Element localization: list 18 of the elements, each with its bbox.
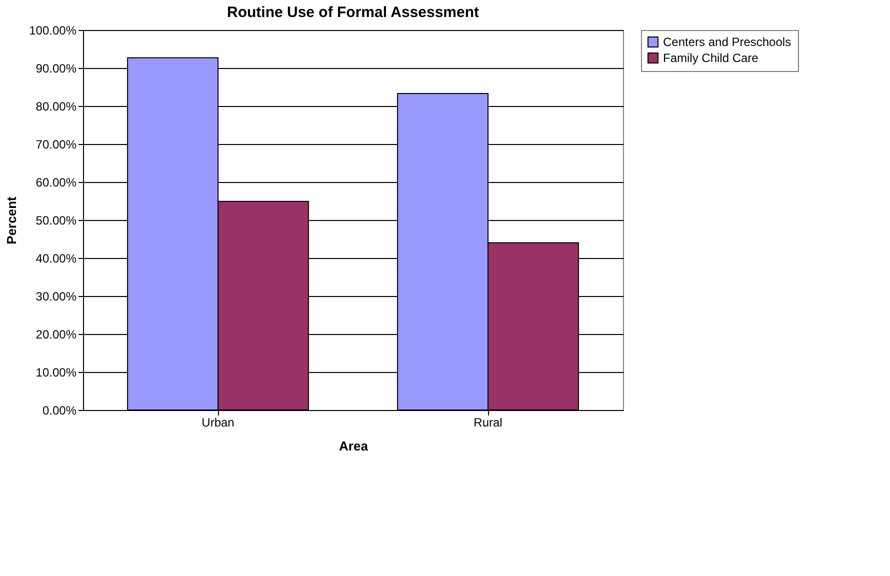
y-tick-label: 90.00% xyxy=(36,62,77,76)
legend-label: Centers and Preschools xyxy=(663,35,792,49)
x-tick-label: Rural xyxy=(474,416,502,430)
y-axis-title: Percent xyxy=(4,196,20,244)
y-tick-label: 60.00% xyxy=(36,176,77,190)
y-tick-label: 70.00% xyxy=(36,138,77,152)
y-tick-label: 20.00% xyxy=(36,328,77,342)
y-tick-label: 50.00% xyxy=(36,214,77,228)
y-tick-label: 30.00% xyxy=(36,290,77,304)
chart-title: Routine Use of Formal Assessment xyxy=(226,4,480,21)
y-tick-label: 40.00% xyxy=(36,252,77,266)
x-tick-label: Urban xyxy=(202,416,234,430)
y-tick-label: 100.00% xyxy=(29,24,77,38)
y-tick-label: 80.00% xyxy=(36,100,77,114)
y-tick-label: 10.00% xyxy=(36,366,77,380)
legend-label: Family Child Care xyxy=(663,51,759,65)
y-tick-label: 0.00% xyxy=(42,404,77,418)
x-axis-title: Area xyxy=(339,438,369,454)
